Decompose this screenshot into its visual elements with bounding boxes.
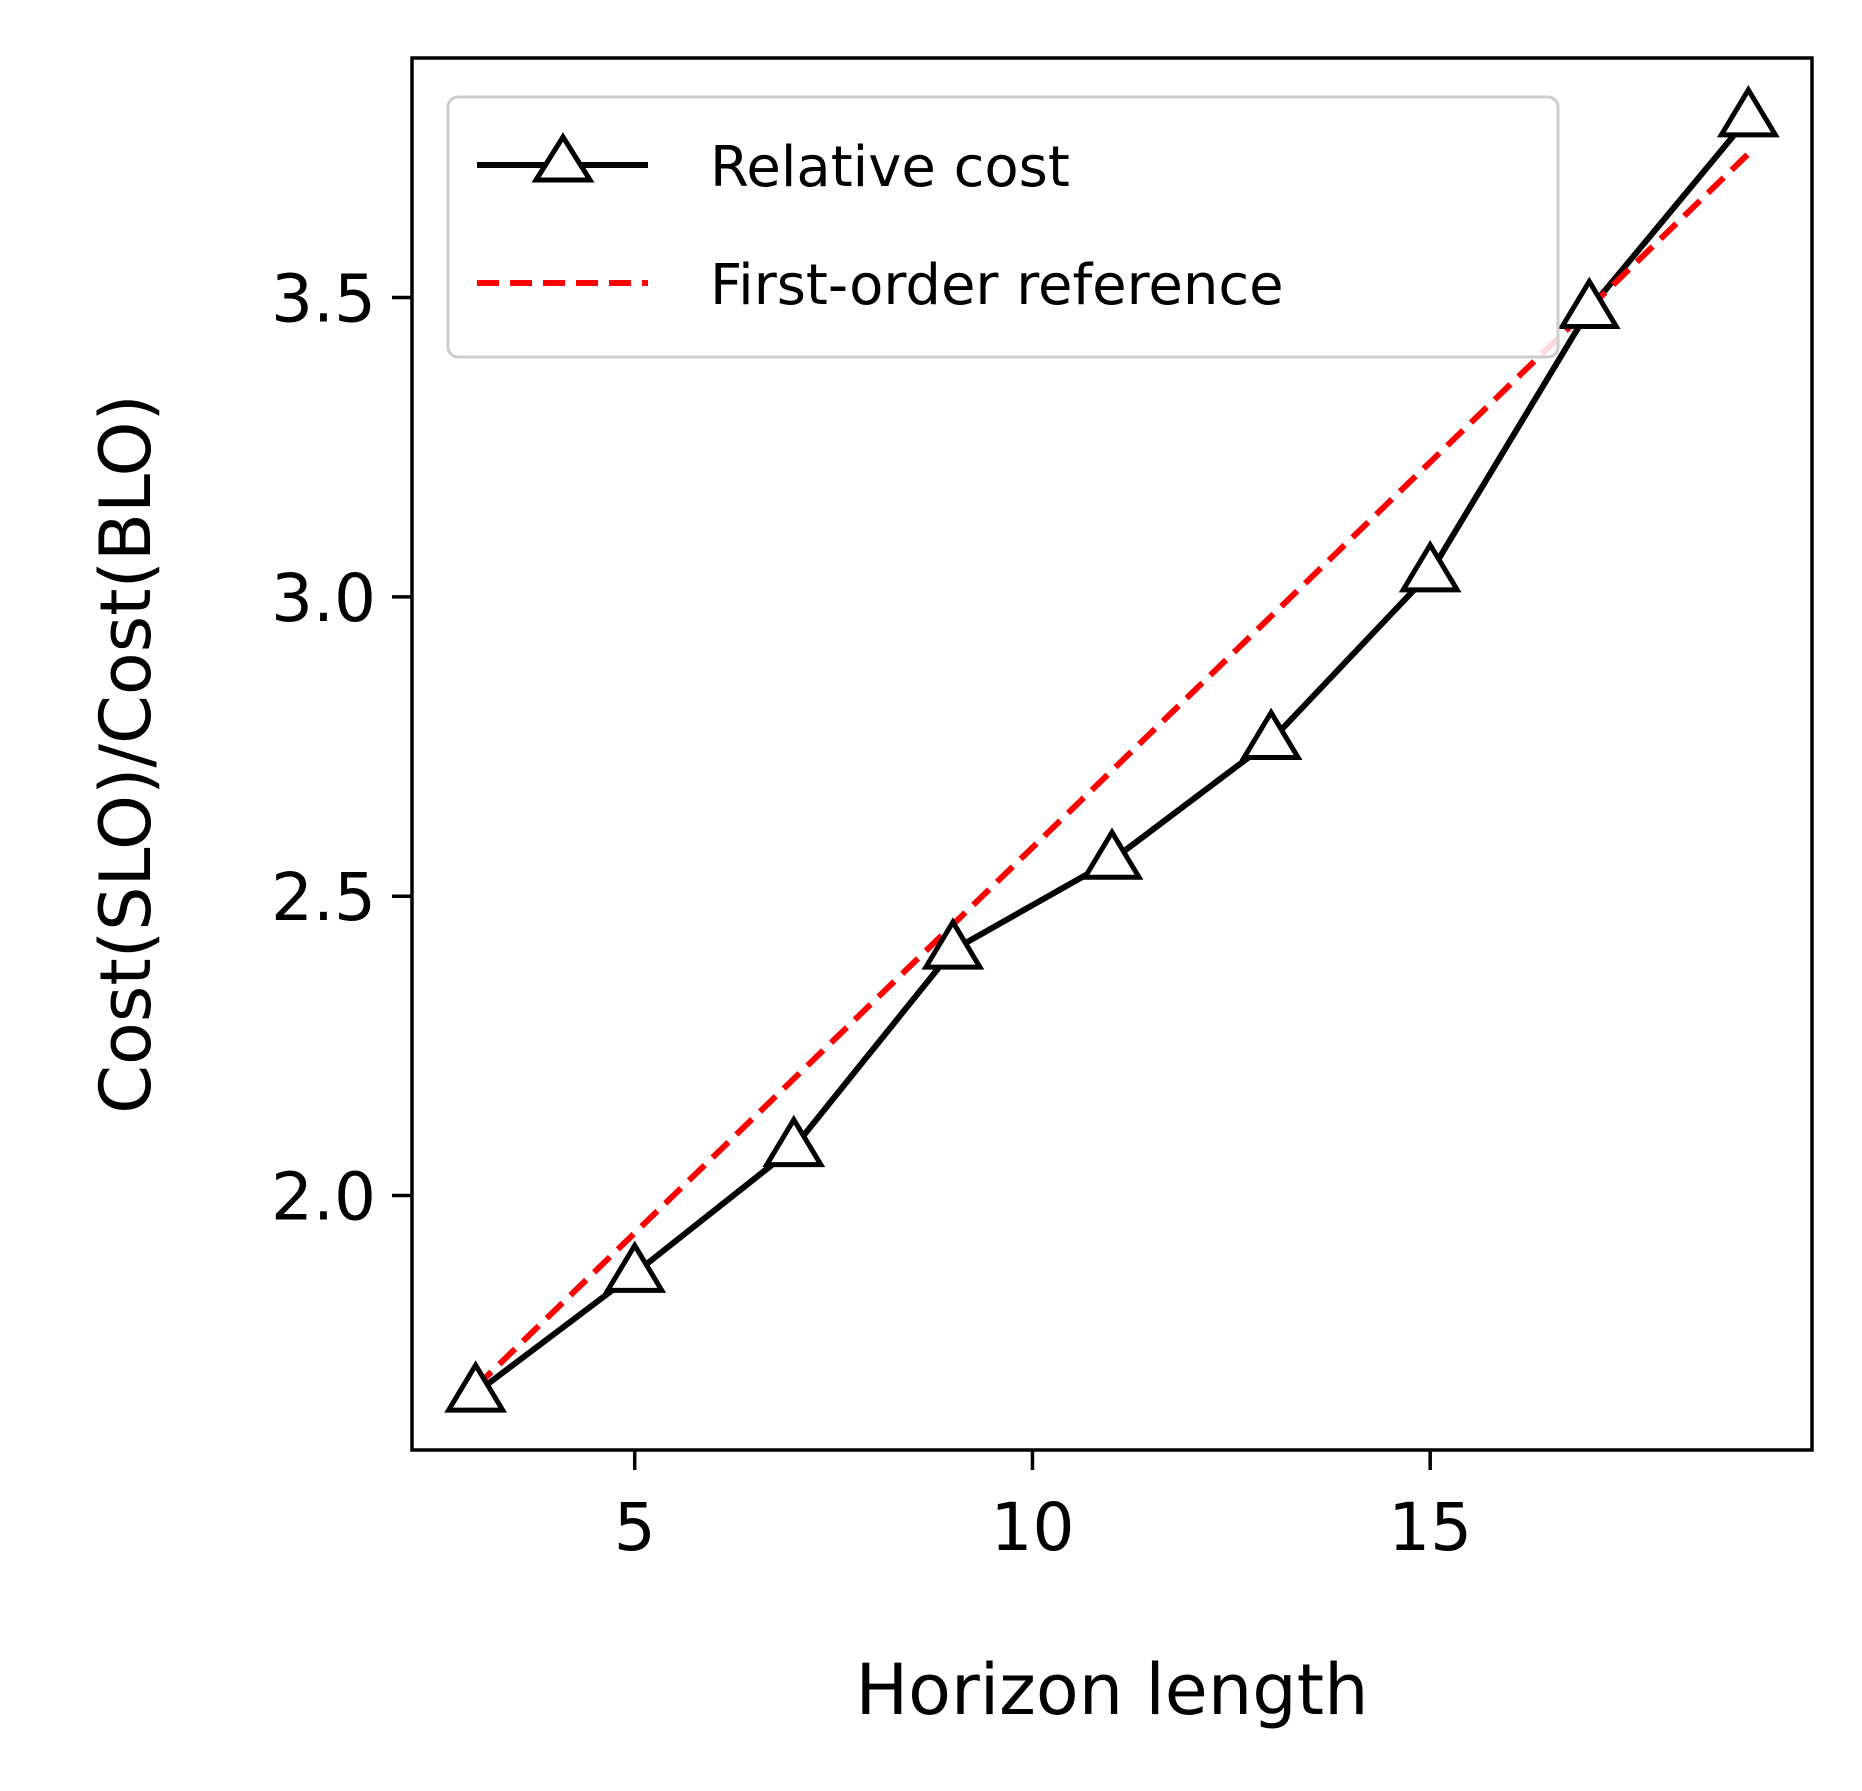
y-tick-label-3.5: 3.5 — [271, 260, 376, 337]
legend-label-first-order-reference: First-order reference — [710, 253, 1284, 318]
legend-box — [446, 95, 1560, 359]
x-axis-label: Horizon length — [855, 1649, 1368, 1731]
legend-marker-relative-cost — [531, 132, 595, 183]
y-axis-label: Cost(SLO)/Cost(BLO) — [85, 394, 167, 1114]
point-relative-cost-9 — [921, 917, 985, 970]
point-relative-cost-15 — [1398, 540, 1462, 593]
x-tick-label-5: 5 — [614, 1489, 656, 1566]
x-axis: 5 10 15 — [614, 1450, 1472, 1566]
point-relative-cost-19 — [1716, 85, 1780, 138]
plot-frame — [410, 56, 1814, 1452]
x-tick-label-10: 10 — [990, 1489, 1074, 1566]
y-tick-label-2.5: 2.5 — [271, 859, 376, 936]
legend-label-relative-cost: Relative cost — [710, 135, 1070, 200]
legend: Relative cost First-order reference — [446, 95, 1560, 359]
y-tick-label-2.0: 2.0 — [271, 1159, 376, 1236]
x-tick-label-15: 15 — [1388, 1489, 1472, 1566]
point-relative-cost-3 — [444, 1360, 508, 1413]
point-relative-cost-13 — [1239, 707, 1303, 761]
point-relative-cost-17 — [1557, 276, 1621, 329]
y-tick-label-3.0: 3.0 — [271, 560, 376, 637]
y-axis: 2.0 2.5 3.0 3.5 — [271, 260, 412, 1236]
point-relative-cost-11 — [1080, 827, 1144, 880]
point-relative-cost-7 — [762, 1114, 826, 1168]
series-layer — [444, 85, 1780, 1413]
point-relative-cost-5 — [603, 1240, 667, 1293]
